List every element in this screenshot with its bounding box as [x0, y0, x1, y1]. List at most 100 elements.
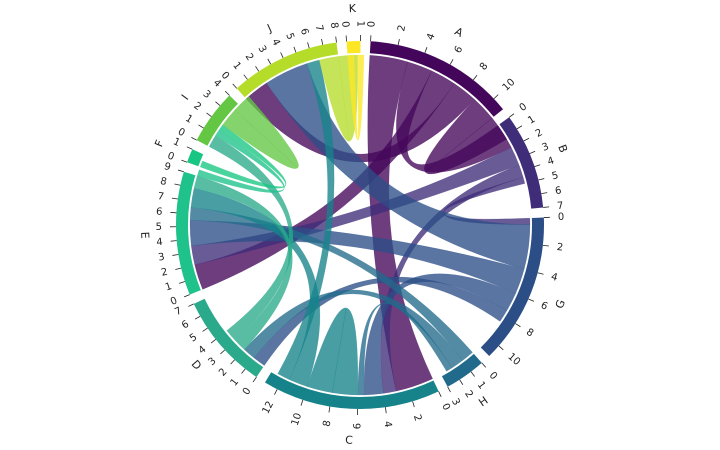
- tick-label: 4: [425, 32, 438, 42]
- tick-label: 3: [541, 141, 551, 154]
- tick-label: 8: [524, 327, 535, 340]
- tick-label: 1: [171, 136, 181, 149]
- tick-mark: [230, 359, 235, 365]
- tick-mark: [328, 406, 331, 413]
- tick-mark: [191, 137, 197, 141]
- chord-ribbon-e-i: [196, 129, 285, 193]
- tick-mark: [232, 83, 238, 89]
- tick-mark: [174, 183, 181, 186]
- tick-mark: [321, 38, 324, 45]
- tick-label: 2: [462, 389, 475, 400]
- tick-mark: [274, 389, 278, 395]
- group-arc-b: [499, 117, 544, 209]
- tick-label: 0: [366, 21, 377, 28]
- tick-mark: [424, 47, 428, 53]
- tick-label: 6: [180, 319, 191, 332]
- tick-label: 2: [534, 127, 545, 140]
- tick-label: 5: [551, 170, 560, 182]
- tick-mark: [447, 386, 451, 393]
- tick-label: 7: [157, 191, 165, 203]
- tick-mark: [255, 66, 260, 72]
- chord-ribbon-c-c: [306, 307, 359, 396]
- tick-mark: [515, 323, 521, 328]
- chord-ribbon-c-j: [277, 59, 335, 380]
- tick-label: 6: [539, 300, 549, 313]
- tick-mark: [472, 75, 478, 81]
- tick-label: 1: [475, 380, 488, 392]
- tick-mark: [188, 303, 194, 307]
- tick-label: 10: [505, 351, 522, 368]
- group-label-a: A: [452, 25, 465, 40]
- tick-mark: [178, 169, 184, 173]
- tick-label: 2: [556, 242, 564, 254]
- tick-mark: [542, 244, 549, 247]
- tick-mark: [186, 146, 193, 150]
- tick-label: 3: [449, 397, 462, 408]
- chord-ribbon-g-d: [253, 276, 508, 366]
- tick-mark: [243, 74, 248, 80]
- group-label-i: I: [179, 92, 191, 102]
- tick-mark: [543, 206, 550, 208]
- group-label-j: J: [264, 22, 273, 36]
- chord-ribbon-a-j: [245, 82, 475, 163]
- tick-mark: [280, 52, 284, 58]
- tick-mark: [481, 362, 487, 368]
- tick-mark: [215, 101, 221, 106]
- tick-label: 1: [526, 114, 537, 127]
- chord-ribbon-h-e: [189, 207, 473, 361]
- tick-mark: [181, 159, 188, 163]
- arcs-layer: [176, 41, 544, 410]
- tick-mark: [252, 376, 257, 383]
- tick-label: 6: [298, 27, 310, 36]
- tick-mark: [267, 58, 272, 65]
- group-label-b: B: [555, 143, 570, 155]
- tick-label: 6: [156, 206, 163, 217]
- tick-label: 1: [183, 113, 194, 126]
- tick-label: 0: [487, 370, 499, 382]
- tick-mark: [335, 36, 337, 43]
- tick-mark: [241, 368, 246, 374]
- tick-label: 8: [328, 22, 340, 30]
- group-label-e: E: [138, 231, 151, 239]
- tick-label: 10: [501, 77, 518, 94]
- tick-mark: [206, 112, 212, 117]
- tick-mark: [220, 349, 226, 355]
- tick-mark: [198, 124, 204, 129]
- tick-mark: [538, 178, 545, 181]
- tick-mark: [498, 345, 504, 351]
- tick-mark: [194, 315, 201, 320]
- group-arc-c: [264, 372, 439, 410]
- tick-mark: [459, 379, 464, 385]
- tick-label: 6: [453, 44, 466, 55]
- tick-mark: [412, 401, 415, 408]
- tick-label: 0: [166, 151, 176, 164]
- tick-mark: [172, 254, 179, 256]
- tick-label: 4: [546, 155, 556, 167]
- group-label-g: G: [553, 298, 568, 311]
- tick-mark: [523, 137, 530, 142]
- tick-label: 8: [322, 420, 334, 428]
- tick-mark: [179, 281, 186, 284]
- group-arc-f: [187, 149, 204, 167]
- tick-mark: [534, 164, 541, 168]
- tick-mark: [438, 391, 442, 397]
- group-label-k: K: [349, 2, 357, 15]
- tick-label: 7: [173, 305, 183, 318]
- group-arc-e: [176, 171, 201, 295]
- tick-label: 2: [396, 24, 408, 33]
- tick-label: 1: [229, 377, 242, 389]
- tick-mark: [170, 240, 177, 242]
- tick-mark: [293, 46, 297, 53]
- chord-ribbon-h-c: [357, 302, 453, 396]
- tick-mark: [397, 39, 400, 46]
- group-label-h: H: [476, 394, 490, 409]
- chord-ribbon-i-i: [222, 96, 299, 169]
- tick-mark: [470, 371, 475, 377]
- tick-label: 12: [261, 400, 277, 416]
- tick-label: 0: [176, 126, 187, 139]
- chords-layer: [189, 54, 531, 396]
- group-label-f: F: [152, 138, 166, 149]
- tick-mark: [224, 90, 230, 96]
- tick-label: 4: [156, 237, 163, 249]
